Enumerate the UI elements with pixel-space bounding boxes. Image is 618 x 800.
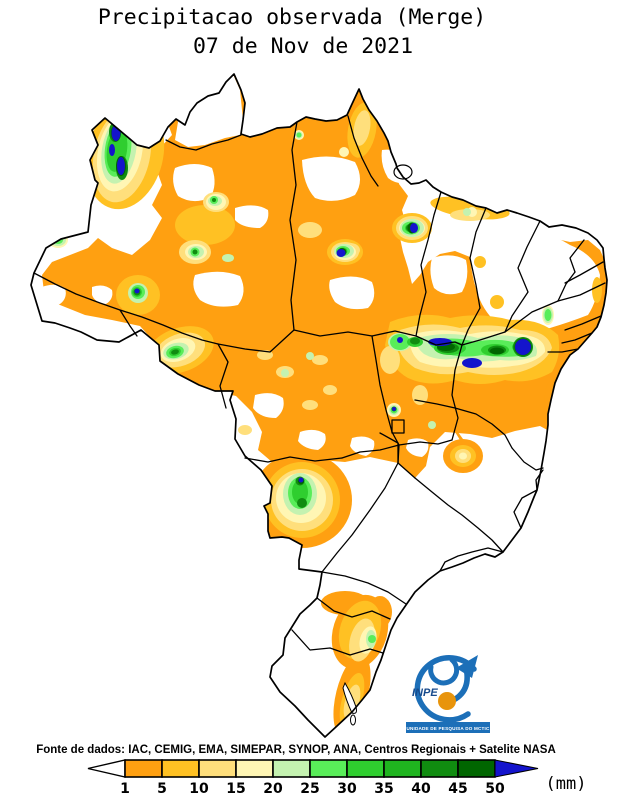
precip-over-50mm (109, 125, 531, 483)
inpe-banner-text: UNIDADE DE PESQUISA DO MCTIC (406, 726, 490, 731)
inpe-swoosh-icon (414, 655, 478, 723)
marajo-island (393, 164, 413, 180)
scale-cell (309, 759, 348, 778)
inpe-orange-globe-icon (438, 692, 456, 710)
scale-cells (124, 759, 496, 778)
tick-label: 20 (263, 781, 283, 797)
underflow-arrow (87, 759, 126, 778)
tick-label: 35 (374, 781, 393, 797)
inpe-banner (406, 722, 490, 733)
scale-cell (272, 759, 311, 778)
lagoons (342, 164, 413, 726)
tick-label: 50 (485, 781, 505, 797)
inpe-logo-text: INPE (412, 687, 438, 699)
scale-cell (124, 759, 163, 778)
scale-cell (457, 759, 496, 778)
data-source-note: Fonte de dados: IAC, CEMIG, EMA, SIMEPAR… (36, 744, 556, 756)
tick-label: 15 (226, 781, 245, 797)
scale-cell (161, 759, 200, 778)
title-line-2: 07 de Nov de 2021 (193, 34, 413, 59)
tick-label: 45 (448, 781, 467, 797)
tick-label: 40 (411, 781, 431, 797)
tick-label: 10 (189, 781, 209, 797)
scale-tick-labels: 1 5 10 15 20 25 30 35 40 45 50 (120, 781, 505, 797)
tick-label: 25 (300, 781, 319, 797)
title-line-1: Precipitacao observada (Merge) (98, 5, 486, 30)
state-borders (33, 115, 606, 656)
tick-label: 1 (120, 781, 130, 797)
color-scale-legend: 1 5 10 15 20 25 30 35 40 45 50 (mm) (87, 759, 587, 797)
scale-cell (383, 759, 422, 778)
inpe-logo: INPE UNIDADE DE PESQUISA DO MCTIC (406, 655, 490, 733)
brazil-coastline (30, 73, 608, 738)
tick-label: 5 (157, 781, 167, 797)
scale-cell (235, 759, 274, 778)
precipitation-field (42, 74, 607, 736)
scale-unit-label: (mm) (546, 774, 587, 794)
scale-cell (420, 759, 459, 778)
overflow-arrow (494, 759, 539, 778)
tick-label: 30 (337, 781, 357, 797)
brazil-map (30, 73, 608, 738)
scale-cell (346, 759, 385, 778)
scale-cell (198, 759, 237, 778)
map-title: Precipitacao observada (Merge) 07 de Nov… (98, 5, 486, 59)
